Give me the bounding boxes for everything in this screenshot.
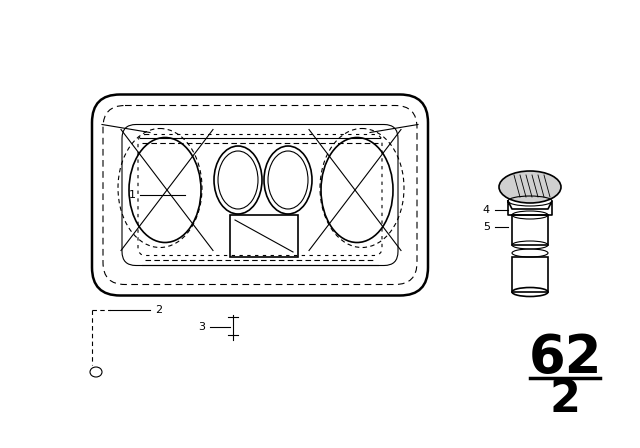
Text: 5: 5 bbox=[483, 222, 490, 232]
Text: 4: 4 bbox=[483, 205, 490, 215]
Ellipse shape bbox=[499, 171, 561, 203]
Text: 1: 1 bbox=[129, 190, 136, 200]
Text: 3: 3 bbox=[198, 322, 205, 332]
Text: 2: 2 bbox=[155, 305, 162, 315]
Bar bbox=[512, 257, 548, 292]
Text: 62: 62 bbox=[528, 332, 602, 384]
Bar bbox=[512, 215, 548, 245]
Bar bbox=[230, 215, 298, 257]
Text: 2: 2 bbox=[550, 379, 580, 422]
